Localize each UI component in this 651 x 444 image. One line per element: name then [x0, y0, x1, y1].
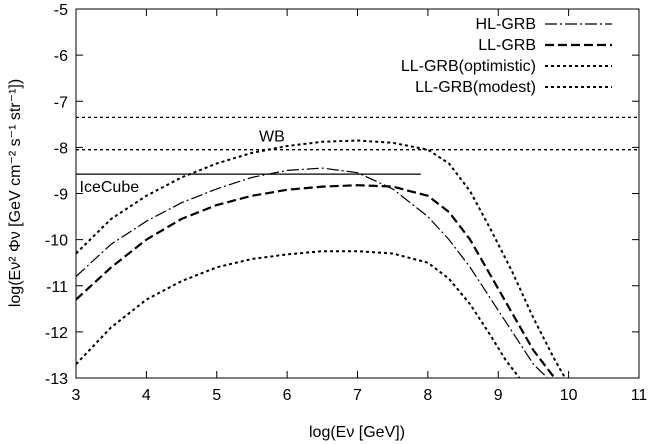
y-tick-label: -11 [46, 279, 68, 296]
x-tick-label: 10 [560, 387, 578, 404]
x-tick-label: 4 [142, 387, 151, 404]
series-line-0 [75, 167, 548, 379]
axis-ticks: 3 4 5 6 7 8 9 10 11 -13 -12 -11 -10 -9 -8 -7 -6 -5 [45, 2, 648, 404]
wb-label: WB [259, 129, 285, 146]
y-tick-label: -9 [54, 187, 68, 204]
x-tick-label: 8 [423, 387, 432, 404]
reference-lines [76, 116, 639, 175]
y-tick-label: -10 [45, 233, 68, 250]
legend-label: LL-GRB(optimistic) [401, 58, 536, 75]
x-tick-label: 9 [494, 387, 503, 404]
x-tick-label: 6 [283, 387, 292, 404]
annotations: WB IceCube [80, 129, 285, 196]
legend-label: HL-GRB [476, 16, 536, 33]
series-lines [75, 139, 566, 379]
y-tick-label: -7 [54, 94, 68, 111]
y-tick-label: -13 [45, 371, 68, 388]
y-tick-label: -12 [45, 325, 68, 342]
legend: HL-GRB LL-GRB LL-GRB(optimistic) LL-GRB(mod… [401, 16, 612, 96]
legend-label: LL-GRB [478, 37, 536, 54]
series-line-2 [75, 139, 566, 379]
x-axis-title: log(Eν [GeV]) [309, 424, 405, 441]
x-tick-label: 5 [212, 387, 221, 404]
icecube-label: IceCube [80, 179, 140, 196]
series-line-3 [75, 250, 521, 379]
y-tick-label: -5 [54, 2, 68, 19]
series-line-1 [75, 184, 556, 379]
legend-label: LL-GRB(modest) [415, 79, 536, 96]
x-tick-label: 7 [353, 387, 362, 404]
x-tick-label: 11 [631, 387, 648, 404]
y-tick-label: -8 [54, 140, 68, 157]
plot-frame [75, 8, 640, 379]
y-tick-label: -6 [54, 48, 68, 65]
x-tick-label: 3 [72, 387, 81, 404]
y-axis-title: log(Eν² Φν [GeV cm⁻² s⁻¹ str⁻¹]) [7, 79, 24, 307]
